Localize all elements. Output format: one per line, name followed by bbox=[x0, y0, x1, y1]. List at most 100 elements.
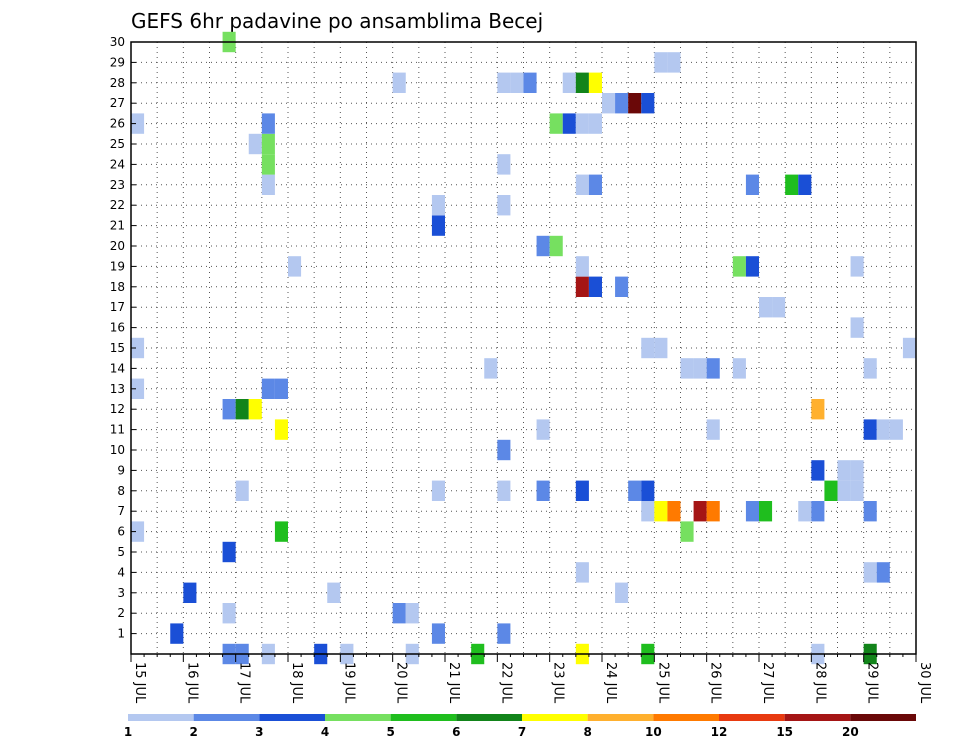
y-tick-label: 26 bbox=[110, 117, 125, 131]
heatmap-cell bbox=[575, 480, 589, 501]
y-tick-label: 8 bbox=[117, 484, 125, 498]
y-tick-label: 23 bbox=[110, 178, 125, 192]
heatmap-cell bbox=[562, 72, 576, 93]
heatmap-cell bbox=[549, 235, 563, 257]
heatmap-cell bbox=[235, 480, 249, 501]
heatmap-cell bbox=[889, 419, 903, 440]
legend-label: 8 bbox=[583, 725, 591, 739]
legend-label: 10 bbox=[645, 725, 662, 739]
heatmap-cell bbox=[759, 297, 773, 318]
heatmap-cell bbox=[235, 399, 249, 420]
heatmap-cell bbox=[497, 154, 511, 175]
legend-label: 15 bbox=[776, 725, 793, 739]
heatmap-cell bbox=[837, 460, 851, 481]
x-tick-label: 26 JUL bbox=[708, 662, 723, 704]
y-tick-label: 5 bbox=[117, 545, 125, 559]
y-tick-label: 15 bbox=[110, 341, 125, 355]
legend-swatch bbox=[587, 714, 654, 721]
y-tick-label: 7 bbox=[117, 504, 125, 518]
heatmap-cell bbox=[641, 501, 655, 522]
y-tick-label: 9 bbox=[117, 463, 125, 477]
legend-label: 1 bbox=[124, 725, 132, 739]
heatmap-cell bbox=[706, 419, 720, 440]
y-tick-label: 10 bbox=[110, 443, 125, 457]
legend-label: 6 bbox=[452, 725, 460, 739]
heatmap-cell bbox=[588, 113, 602, 134]
heatmap-cell bbox=[327, 582, 341, 603]
grid-lines bbox=[131, 42, 916, 654]
legend-label: 12 bbox=[711, 725, 728, 739]
heatmap-cell bbox=[693, 501, 707, 522]
heatmap-cell bbox=[615, 276, 629, 297]
legend-swatch bbox=[456, 714, 522, 721]
heatmap-cell bbox=[484, 358, 498, 379]
x-tick-label: 18 JUL bbox=[289, 662, 304, 704]
y-tick-label: 25 bbox=[110, 137, 125, 151]
heatmap-cell bbox=[732, 256, 746, 277]
heatmap-cell bbox=[575, 276, 589, 297]
heatmap-cell bbox=[863, 501, 877, 522]
heatmap-cell bbox=[170, 623, 184, 644]
chart-title: GEFS 6hr padavine po ansamblima Becej bbox=[131, 9, 543, 33]
y-tick-label: 21 bbox=[110, 219, 125, 233]
heatmap-cell bbox=[745, 256, 759, 277]
heatmap-cell bbox=[693, 358, 707, 379]
heatmap-cell bbox=[131, 521, 145, 542]
heatmap-cell bbox=[183, 582, 197, 603]
heatmap-cell bbox=[392, 72, 406, 93]
heatmap-cell bbox=[680, 521, 694, 542]
heatmap-cell bbox=[654, 337, 668, 359]
x-tick-label: 21 JUL bbox=[446, 662, 461, 704]
x-tick-label: 20 JUL bbox=[394, 662, 409, 704]
y-tick-label: 20 bbox=[110, 239, 125, 253]
legend-label: 7 bbox=[518, 725, 526, 739]
heatmap-cell bbox=[680, 358, 694, 379]
x-tick-label: 23 JUL bbox=[551, 662, 566, 704]
legend-label: 20 bbox=[842, 725, 859, 739]
y-tick-label: 17 bbox=[110, 300, 125, 314]
heatmap-cell bbox=[850, 460, 864, 481]
y-tick-label: 29 bbox=[110, 55, 125, 69]
x-tick-label: 25 JUL bbox=[655, 662, 670, 704]
heatmap-cell bbox=[654, 501, 668, 522]
legend-swatch bbox=[390, 714, 457, 721]
heatmap-cell bbox=[575, 562, 589, 583]
heatmap-cell bbox=[798, 501, 812, 522]
heatmap-cell bbox=[837, 480, 851, 501]
heatmap-cell bbox=[562, 113, 576, 134]
legend-label: 5 bbox=[386, 725, 394, 739]
heatmap-cell bbox=[628, 93, 642, 114]
heatmap-cell bbox=[549, 113, 563, 134]
heatmap-cell bbox=[497, 195, 511, 216]
y-tick-label: 22 bbox=[110, 198, 125, 212]
y-tick-label: 4 bbox=[117, 565, 125, 579]
y-tick-label: 6 bbox=[117, 525, 125, 539]
heatmap-cell bbox=[405, 603, 419, 624]
heatmap-cell bbox=[641, 337, 655, 359]
heatmap-cell bbox=[785, 174, 799, 195]
heatmap-cell bbox=[667, 501, 681, 522]
heatmap-cell bbox=[222, 541, 236, 563]
heatmap-cell bbox=[131, 337, 145, 359]
heatmap-cells bbox=[131, 31, 916, 665]
heatmap-cell bbox=[615, 93, 629, 114]
legend-label: 3 bbox=[255, 725, 263, 739]
legend-swatch bbox=[259, 714, 325, 721]
y-tick-label: 19 bbox=[110, 259, 125, 273]
heatmap-cell bbox=[261, 154, 275, 175]
y-tick-label: 11 bbox=[110, 423, 125, 437]
heatmap-cell bbox=[497, 480, 511, 501]
heatmap-cell bbox=[876, 419, 890, 440]
x-tick-label: 29 JUL bbox=[865, 662, 880, 704]
x-tick-label: 22 JUL bbox=[498, 662, 513, 704]
heatmap-cell bbox=[131, 113, 145, 134]
heatmap-cell bbox=[667, 52, 681, 73]
legend-swatch bbox=[325, 714, 391, 721]
heatmap-cell bbox=[706, 358, 720, 379]
x-axis: 15 JUL 16 JUL 17 JUL 18 JUL 19 JUL 20 JUL 21 J… bbox=[130, 654, 932, 704]
heatmap-cell bbox=[732, 358, 746, 379]
heatmap-cell bbox=[628, 480, 642, 501]
heatmap-cell bbox=[261, 174, 275, 195]
heatmap-cell bbox=[772, 297, 786, 318]
heatmap-cell bbox=[248, 133, 262, 155]
